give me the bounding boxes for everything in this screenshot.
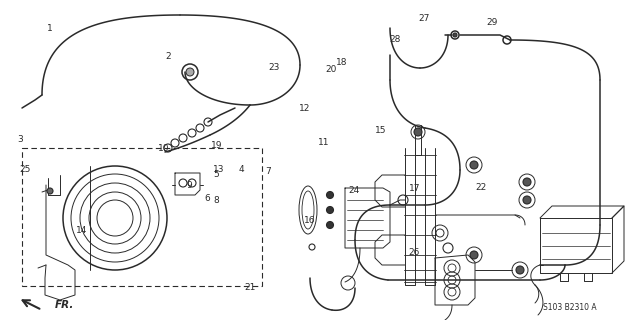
Text: 6: 6: [204, 194, 211, 203]
Circle shape: [470, 251, 478, 259]
Circle shape: [414, 128, 422, 136]
Text: 8: 8: [213, 196, 219, 204]
Text: 27: 27: [418, 14, 430, 23]
Text: 11: 11: [318, 138, 330, 147]
Text: FR.: FR.: [55, 300, 74, 310]
Bar: [22, 148, 262, 286]
Circle shape: [186, 68, 194, 76]
Circle shape: [326, 191, 333, 198]
Text: 26: 26: [408, 248, 420, 257]
Text: 16: 16: [304, 216, 316, 225]
Text: 13: 13: [213, 165, 225, 174]
Circle shape: [47, 188, 53, 194]
Circle shape: [326, 206, 333, 213]
Text: 3: 3: [17, 135, 23, 144]
Text: 20: 20: [326, 65, 337, 74]
Text: 7: 7: [265, 167, 271, 176]
Text: 15: 15: [375, 126, 387, 135]
Text: 1: 1: [46, 24, 53, 33]
Text: 14: 14: [76, 226, 87, 235]
Circle shape: [453, 33, 457, 37]
Circle shape: [523, 196, 531, 204]
Text: 17: 17: [409, 184, 420, 193]
Text: 28: 28: [389, 35, 401, 44]
Circle shape: [470, 161, 478, 169]
Text: 22: 22: [476, 183, 487, 192]
Text: 12: 12: [299, 104, 311, 113]
Text: 24: 24: [349, 186, 360, 195]
Text: 19: 19: [211, 141, 223, 150]
Text: 23: 23: [269, 63, 280, 72]
Text: 10: 10: [158, 144, 170, 153]
Text: 21: 21: [244, 284, 255, 292]
Text: S103 B2310 A: S103 B2310 A: [543, 303, 597, 313]
Text: 2: 2: [166, 52, 171, 60]
Text: 29: 29: [486, 18, 498, 27]
Circle shape: [516, 266, 524, 274]
Circle shape: [326, 221, 333, 228]
Text: 5: 5: [213, 170, 219, 179]
Text: 4: 4: [239, 165, 244, 174]
Text: 25: 25: [20, 165, 31, 174]
Circle shape: [523, 178, 531, 186]
Text: 18: 18: [336, 58, 347, 67]
Text: 9: 9: [186, 181, 192, 190]
